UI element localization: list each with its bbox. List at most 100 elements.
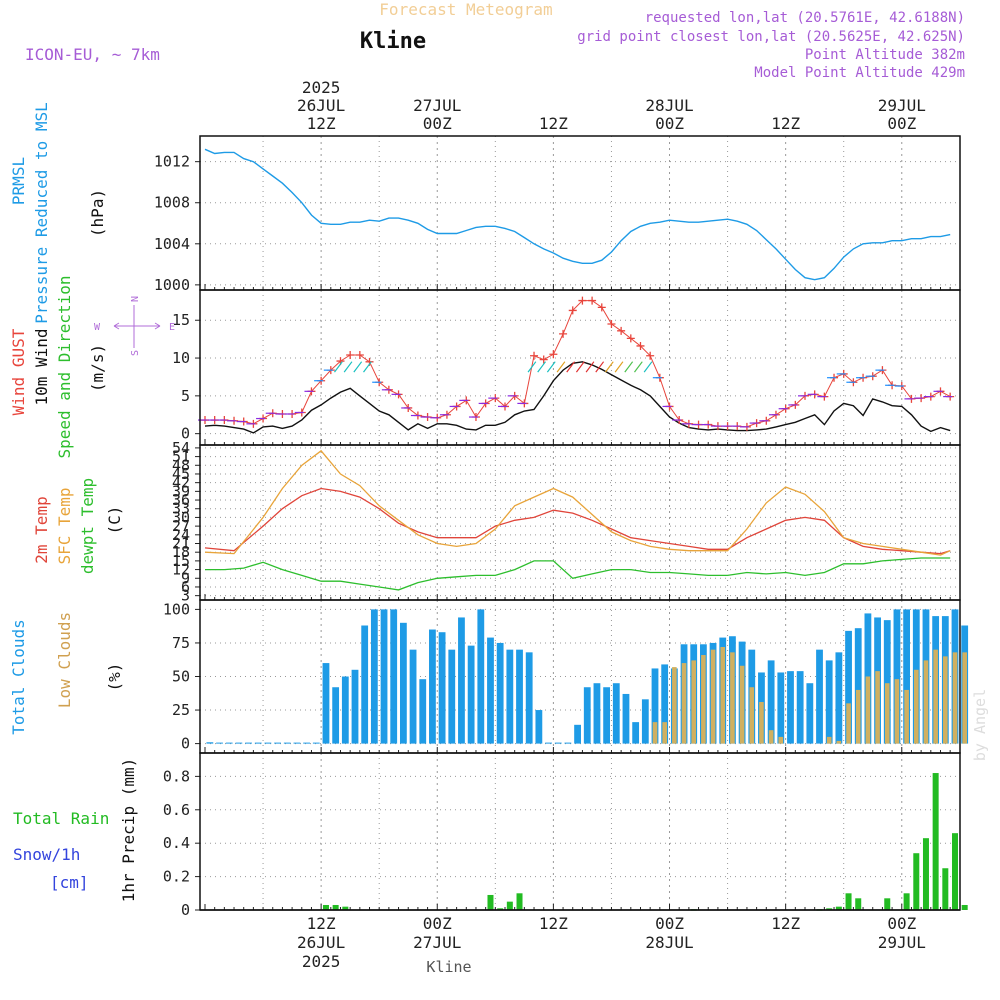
total-cloud-bar (593, 683, 601, 744)
wind-direction-arrow (556, 361, 566, 373)
time-tick-top: 00Z (887, 114, 916, 133)
total-cloud-bar (341, 676, 349, 744)
y-tick-label: 48 (172, 456, 190, 474)
total-cloud-bar (351, 669, 359, 744)
total-cloud-bar (816, 649, 823, 744)
wind-direction-arrow (604, 361, 614, 373)
total-cloud-bar (487, 637, 494, 744)
total-cloud-bar (283, 742, 291, 744)
total-cloud-bar (312, 742, 320, 744)
total-cloud-bar (216, 742, 223, 744)
header: Forecast Meteogram Kline ICON-EU, ~ 7km … (25, 0, 965, 81)
low-cloud-bar (652, 722, 658, 744)
wind-gust-point (636, 341, 645, 350)
low-cloud-bar (768, 730, 774, 744)
compass-s: S (130, 350, 141, 356)
y-tick-label: 10 (172, 349, 190, 367)
y-tick-label: 0 (181, 901, 190, 919)
precip-bar (506, 901, 513, 910)
y-tick-label: 0.2 (163, 868, 190, 886)
total-cloud-bar (893, 609, 901, 744)
wind-direction-arrow (343, 361, 353, 373)
y-tick-label: 100 (163, 600, 190, 618)
time-tick-bottom: 26JUL (297, 933, 345, 952)
y-tick-label: 1000 (154, 276, 190, 294)
total-cloud-bar (438, 632, 446, 744)
y-tick-label: 75 (172, 634, 190, 652)
total-cloud-bar (903, 609, 911, 744)
precip-bar (845, 893, 852, 910)
wind-direction-arrow (614, 361, 624, 373)
precip-bar (952, 833, 958, 910)
y-tick-label: 9 (181, 569, 190, 587)
y-tick-label: 0 (181, 735, 190, 753)
y-tick-label: 36 (172, 491, 190, 509)
temp-line-2 (205, 557, 951, 591)
wind-gust-point (346, 351, 355, 360)
total-cloud-bar (467, 645, 475, 744)
time-tick-bottom: 28JUL (645, 933, 693, 952)
low-cloud-bar (759, 702, 764, 744)
total-cloud-bar (506, 649, 514, 744)
wind-direction-arrow (575, 361, 585, 373)
total-cloud-bar (632, 722, 640, 744)
axis-title-wind-1: 10m Wind (32, 328, 51, 405)
low-cloud-bar (875, 671, 880, 744)
total-cloud-bar (796, 671, 804, 744)
location-name: Kline (360, 29, 426, 54)
total-cloud-bar (583, 687, 591, 744)
time-tick-bottom: 00Z (423, 914, 452, 933)
total-cloud-bar (564, 742, 572, 744)
total-cloud-bar (496, 642, 504, 744)
y-tick-label: 6 (181, 578, 190, 596)
total-cloud-bar (545, 742, 552, 744)
low-cloud-bar (749, 687, 755, 744)
total-cloud-bar (235, 742, 243, 744)
wind-direction-arrow (363, 361, 372, 373)
precip-bar (922, 838, 929, 910)
compass-w: W (94, 322, 101, 333)
wind-direction-arrow (634, 361, 643, 373)
time-tick-top: 29JUL (878, 96, 926, 115)
wind-direction-arrow (537, 361, 546, 373)
total-cloud-bar (245, 742, 252, 744)
low-cloud-bar (846, 703, 851, 744)
panel-wind: 0 5 10 15 Wind GUST 10m Wind Speed and Directi… (9, 275, 960, 459)
total-cloud-bar (554, 742, 562, 744)
low-cloud-bar (894, 679, 900, 744)
legend-total-rain: Total Rain (13, 809, 109, 828)
wind-speed-line (204, 361, 951, 434)
wind-gust-point (607, 320, 616, 329)
precip-bar (932, 773, 939, 910)
wind-gust-line (205, 300, 951, 428)
total-cloud-bar (225, 742, 233, 744)
total-cloud-bar (516, 649, 523, 744)
compass-rose-icon: N S W E (94, 296, 175, 356)
low-cloud-bar (701, 655, 706, 744)
wind-gust-point (617, 326, 626, 335)
time-tick-bottom: 00Z (655, 914, 684, 933)
wind-gust-point (578, 296, 587, 305)
chart-title: Forecast Meteogram (379, 0, 552, 19)
y-tick-label: 12 (172, 561, 190, 579)
y-tick-label: 27 (172, 517, 190, 535)
total-cloud-bar (206, 742, 214, 744)
axis-title-wind-0: Wind GUST (9, 328, 28, 415)
low-cloud-bar (943, 656, 948, 744)
y-tick-label: 0.6 (163, 801, 190, 819)
panel-border (199, 752, 961, 911)
axis-title-hpa: (hPa) (88, 189, 107, 237)
precip-bar (342, 906, 349, 910)
compass-e: E (169, 322, 175, 333)
y-tick-label: 42 (172, 474, 190, 492)
total-cloud-bar (641, 699, 649, 744)
precip-bar (835, 906, 842, 910)
axis-title-cloud-1: Low Clouds (55, 612, 74, 708)
y-tick-label: 15 (172, 311, 190, 329)
y-tick-label: 18 (172, 543, 190, 561)
axis-title-ms: (m/s) (88, 344, 107, 392)
compass-n: N (130, 296, 141, 302)
y-tick-label: 0 (181, 425, 190, 443)
y-tick-label: 30 (172, 508, 190, 526)
total-cloud-bar (525, 652, 533, 744)
